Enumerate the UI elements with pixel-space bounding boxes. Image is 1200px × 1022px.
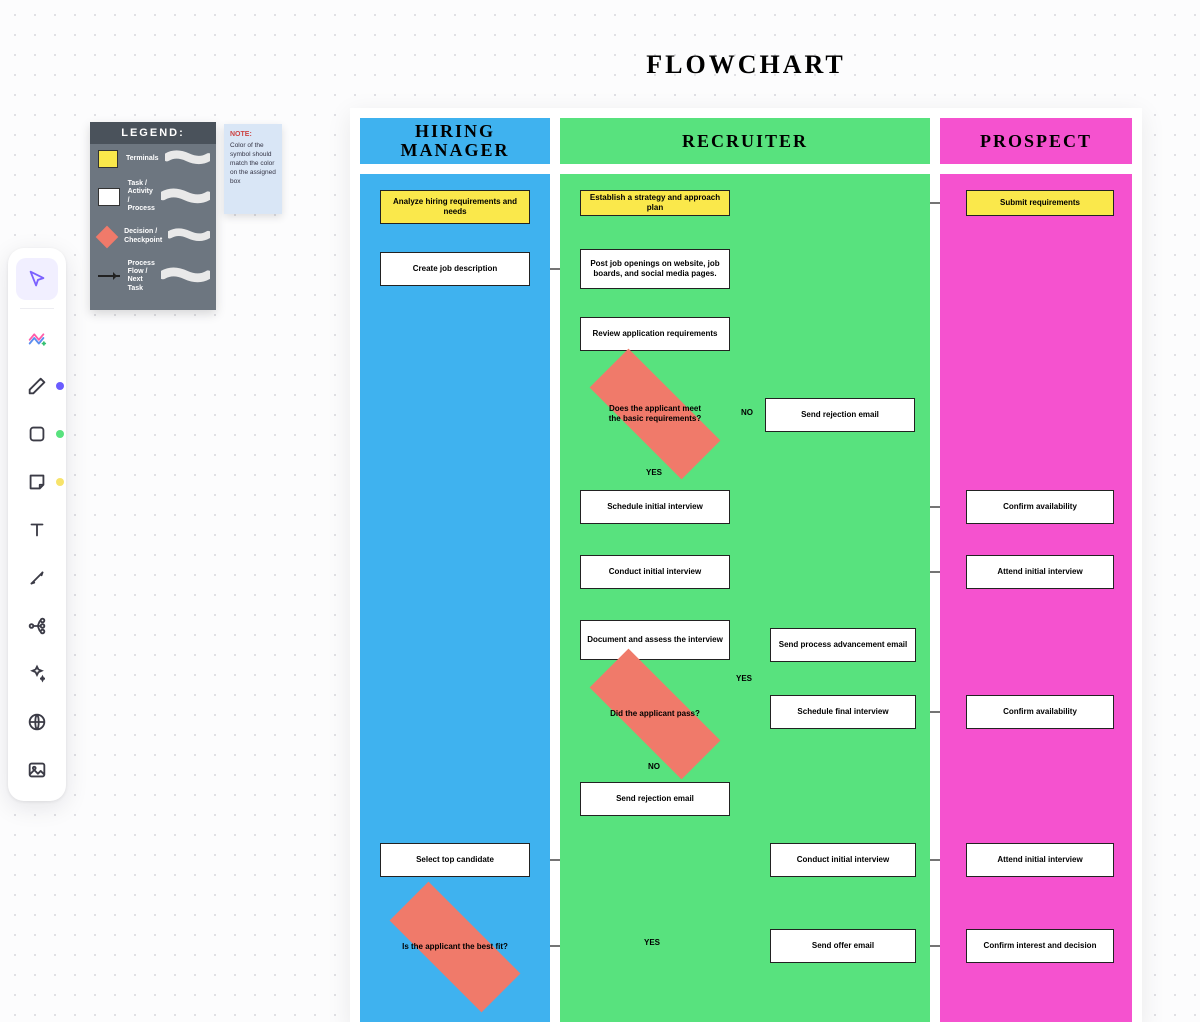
note-text: Color of the symbol should match the col… — [230, 142, 276, 184]
flow-process[interactable]: Conduct initial interview — [770, 843, 916, 877]
web-embed-tool[interactable] — [16, 701, 58, 743]
flow-process[interactable]: Document and assess the interview — [580, 620, 730, 660]
legend-row-process: Task / Activity / Process — [90, 174, 216, 220]
brush-stroke-icon — [163, 190, 208, 204]
flow-process[interactable]: Send rejection email — [580, 782, 730, 816]
legend-label: Decision / Checkpoint — [124, 228, 162, 245]
flow-decision[interactable]: Does the applicant meet the basic requir… — [580, 379, 730, 449]
legend-title: LEGEND: — [90, 122, 216, 144]
legend-swatch-terminal — [98, 150, 118, 168]
legend-label: Terminals — [126, 155, 159, 163]
select-tool-icon — [26, 268, 48, 290]
legend-row-decision: Decision / Checkpoint — [90, 220, 216, 254]
flow-process[interactable]: Confirm interest and decision — [966, 929, 1114, 963]
pen-tool[interactable] — [16, 365, 58, 407]
flow-process[interactable]: Confirm availability — [966, 695, 1114, 729]
edge-label: NO — [741, 408, 753, 417]
brush-stroke-icon — [167, 152, 208, 166]
select-tool[interactable] — [16, 258, 58, 300]
image-tool[interactable] — [16, 749, 58, 791]
connector-tool-icon — [26, 567, 48, 589]
pen-tool-icon — [26, 375, 48, 397]
lane-body-hiring — [360, 174, 550, 1022]
lane-header-hiring[interactable]: HIRINGMANAGER — [360, 118, 550, 164]
lane-body-recruiter — [560, 174, 930, 1022]
flow-process[interactable]: Schedule initial interview — [580, 490, 730, 524]
shape-tool[interactable] — [16, 413, 58, 455]
node-label: Does the applicant meet the basic requir… — [580, 379, 730, 449]
brush-stroke-icon — [163, 269, 208, 283]
flow-process[interactable]: Create job description — [380, 252, 530, 286]
flow-process[interactable]: Send offer email — [770, 929, 916, 963]
edge-label: NO — [648, 762, 660, 771]
flow-process[interactable]: Review application requirements — [580, 317, 730, 351]
sticky-color-dot — [56, 478, 64, 486]
pen-color-dot — [56, 382, 64, 390]
sticky-note-tool[interactable] — [16, 461, 58, 503]
legend-card[interactable]: LEGEND: Terminals Task / Activity / Proc… — [90, 122, 216, 310]
legend-label: Process Flow / Next Task — [128, 260, 155, 294]
mindmap-tool[interactable] — [16, 605, 58, 647]
edge-label: YES — [644, 938, 660, 947]
swimlanes: HIRINGMANAGERRECRUITERPROSPECT Analyze hi… — [350, 108, 1142, 1022]
sticky-note-icon — [26, 471, 48, 493]
lane-header-recruiter[interactable]: RECRUITER — [560, 118, 930, 164]
legend-label: Task / Activity / Process — [128, 180, 155, 214]
flow-process[interactable]: Conduct initial interview — [580, 555, 730, 589]
brush-stroke-icon — [170, 230, 208, 244]
legend-row-arrow: Process Flow / Next Task — [90, 254, 216, 300]
lane-header-prospect[interactable]: PROSPECT — [940, 118, 1132, 164]
flow-process[interactable]: Confirm availability — [966, 490, 1114, 524]
legend-swatch-arrow — [98, 275, 120, 277]
legend-row-terminal: Terminals — [90, 144, 216, 174]
text-tool-icon — [26, 519, 48, 541]
magic-tool[interactable] — [16, 653, 58, 695]
magic-tool-icon — [26, 663, 48, 685]
text-tool[interactable] — [16, 509, 58, 551]
flow-process[interactable]: Post job openings on website, job boards… — [580, 249, 730, 289]
flow-terminal[interactable]: Analyze hiring requirements and needs — [380, 190, 530, 224]
flow-terminal[interactable]: Submit requirements — [966, 190, 1114, 216]
shape-color-dot — [56, 430, 64, 438]
ai-tool[interactable] — [16, 317, 58, 359]
note-title: NOTE: — [230, 130, 276, 139]
vertical-toolbar — [8, 248, 66, 801]
image-tool-icon — [26, 759, 48, 781]
edge-label: YES — [736, 674, 752, 683]
legend-swatch-decision — [96, 225, 119, 248]
lane-body-prospect — [940, 174, 1132, 1022]
toolbar-separator — [20, 308, 54, 309]
connector-tool[interactable] — [16, 557, 58, 599]
flowchart-container[interactable]: FLOWCHART HIRINGMANAGERRECRUITERPROSPECT… — [350, 50, 1142, 98]
flow-process[interactable]: Attend initial interview — [966, 555, 1114, 589]
mindmap-tool-icon — [26, 615, 48, 637]
flow-decision[interactable]: Is the applicant the best fit? — [380, 912, 530, 982]
flow-process[interactable]: Send process advancement email — [770, 628, 916, 662]
flow-process[interactable]: Schedule final interview — [770, 695, 916, 729]
ai-tool-icon — [26, 327, 48, 349]
shape-tool-icon — [26, 423, 48, 445]
flow-process[interactable]: Send rejection email — [765, 398, 915, 432]
flow-process[interactable]: Select top candidate — [380, 843, 530, 877]
flow-process[interactable]: Attend initial interview — [966, 843, 1114, 877]
edge-label: YES — [646, 468, 662, 477]
flow-terminal[interactable]: Establish a strategy and approach plan — [580, 190, 730, 216]
legend-swatch-process — [98, 188, 120, 206]
flow-decision[interactable]: Did the applicant pass? — [580, 679, 730, 749]
flowchart-title: FLOWCHART — [350, 50, 1142, 80]
note-card[interactable]: NOTE: Color of the symbol should match t… — [224, 124, 282, 214]
node-label: Is the applicant the best fit? — [380, 912, 530, 982]
node-label: Did the applicant pass? — [580, 679, 730, 749]
web-embed-icon — [26, 711, 48, 733]
